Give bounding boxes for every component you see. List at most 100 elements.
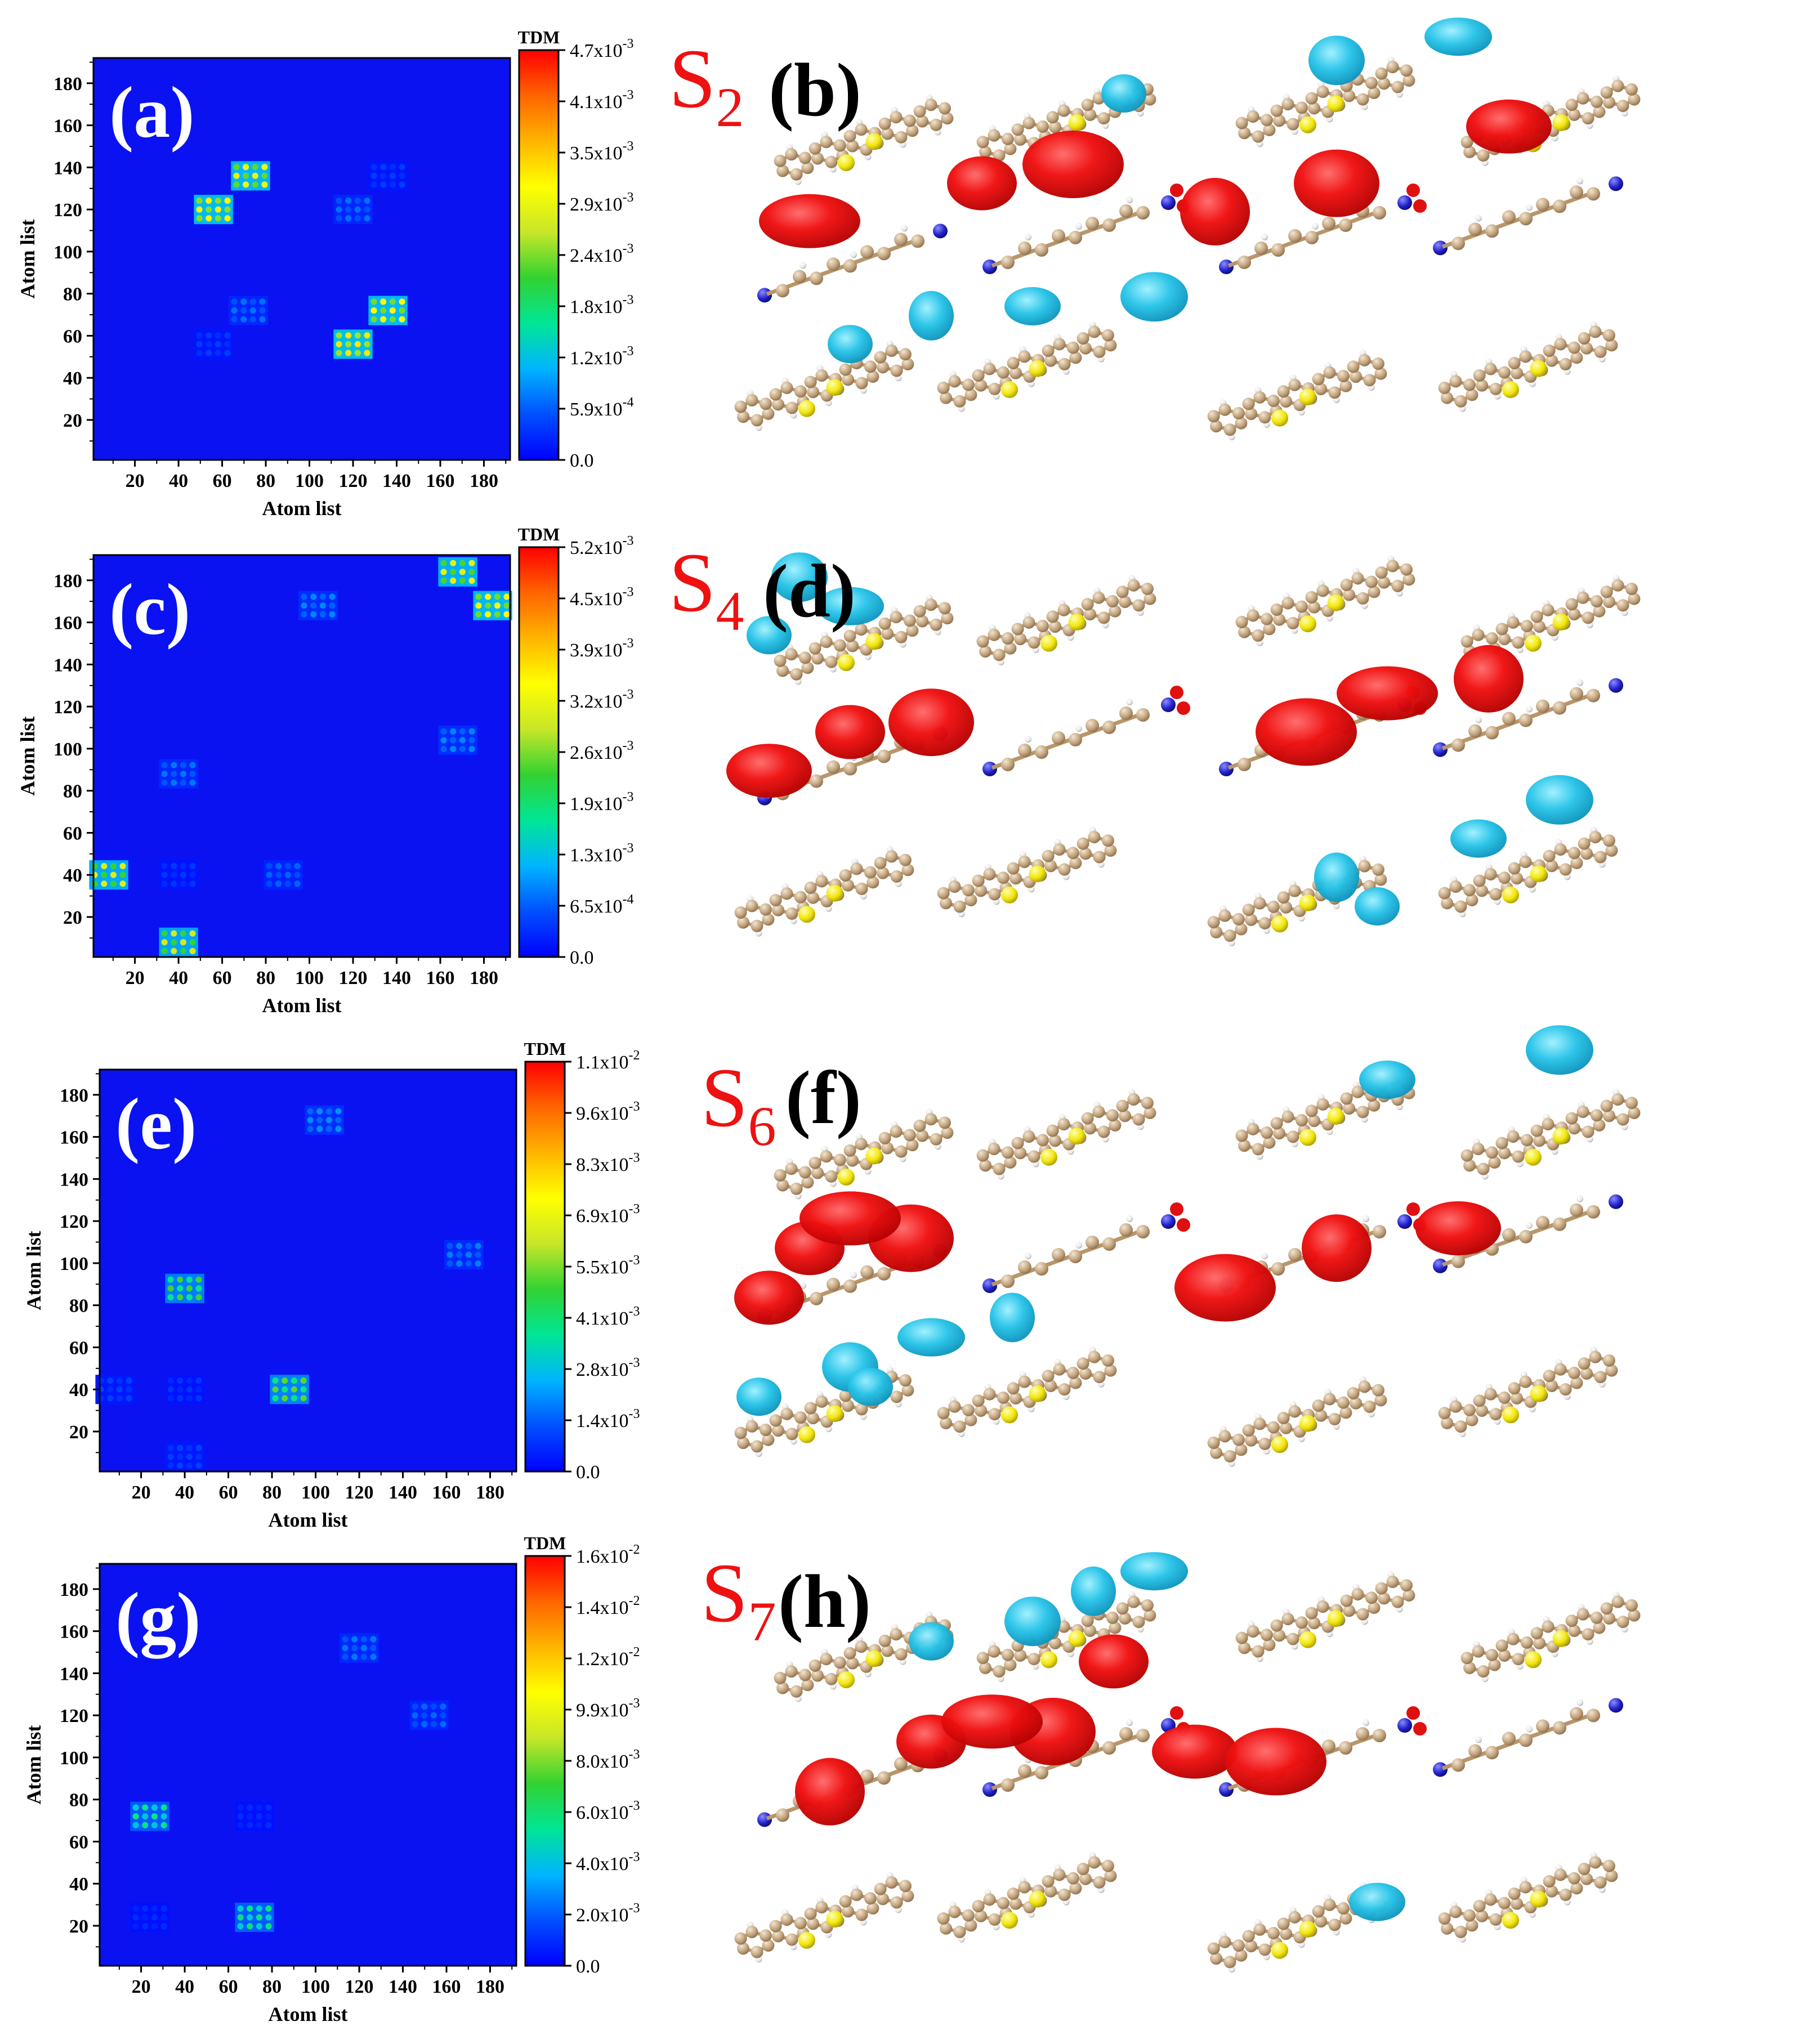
density-blob-cyan: [1359, 1061, 1415, 1099]
density-blob-cyan: [990, 1292, 1035, 1343]
x-tick-label: 160: [426, 968, 455, 989]
plot-frame: [99, 1563, 517, 1967]
density-blob-red: [1454, 645, 1524, 713]
x-tick-label: 80: [262, 1976, 282, 1997]
heatmap-background: [100, 1564, 516, 1966]
x-tick-label: 40: [169, 471, 188, 491]
y-tick-label: 80: [69, 1296, 88, 1317]
x-tick-label: 40: [169, 968, 188, 989]
density-blob-red: [799, 1191, 901, 1246]
density-blob-red: [759, 194, 860, 248]
colorbar-tick-label: 0.0: [576, 1462, 600, 1483]
heatmap-hotspot: [159, 759, 198, 789]
density-blob-red: [726, 744, 812, 798]
heatmap-background: [93, 555, 510, 957]
y-tick-label: 100: [53, 739, 82, 760]
colorbar-tick-label: 4.7x10-3: [570, 37, 634, 61]
colorbar-tick-label: 1.4x10-2: [576, 1594, 640, 1618]
colorbar-tick-label: 2.0x10-3: [576, 1901, 640, 1926]
colorbar-tick-label: 1.2x10-2: [576, 1645, 640, 1670]
density-blob-cyan: [1314, 852, 1359, 902]
heatmap-background: [93, 58, 510, 460]
density-blob-cyan: [897, 1318, 965, 1357]
density-blob-cyan: [816, 587, 884, 625]
colorbar-tick-label: 1.8x10-3: [570, 293, 634, 317]
colorbar-tick-label: 4.0x10-3: [576, 1850, 640, 1875]
heatmap-panels: 20 40 60 80 100 120 140 160 180 20 40 60 80 100 120 140…: [16, 27, 640, 2025]
panel-label: (c): [109, 569, 190, 650]
x-tick-label: 40: [175, 1482, 194, 1503]
x-tick-label: 60: [219, 1976, 238, 1997]
density-blob-red: [815, 705, 885, 759]
colorbar-title: TDM: [518, 524, 560, 544]
plot-frame: [92, 554, 511, 958]
colorbar-gradient: [518, 546, 560, 958]
state-label: S7: [701, 1546, 776, 1653]
y-tick-label: 40: [63, 368, 82, 389]
heatmap-hotspot: [444, 1240, 484, 1269]
colorbar-tick-label: 1.6x10-2: [576, 1542, 640, 1567]
y-tick-label: 80: [63, 284, 82, 305]
molecule-panel: [726, 552, 1641, 946]
heatmap-hotspot: [270, 1375, 309, 1405]
heatmap-hotspot: [165, 1273, 204, 1303]
colorbar-tick-label: 1.4x10-3: [576, 1407, 640, 1432]
x-tick-label: 100: [301, 1482, 330, 1503]
colorbar-tick-label: 9.6x10-3: [576, 1099, 640, 1124]
colorbar-tick-label: 6.5x10-4: [570, 892, 634, 917]
colorbar-tick-label: 5.5x10-3: [576, 1253, 640, 1278]
density-blob-cyan: [848, 1367, 893, 1406]
density-blob-red: [1415, 1201, 1501, 1255]
y-tick-label: 120: [60, 1211, 88, 1232]
y-axis-label: Atom list: [16, 717, 39, 796]
x-tick-label: 160: [432, 1482, 461, 1503]
y-tick-label: 180: [60, 1580, 88, 1600]
heatmap-hotspot: [235, 1801, 274, 1831]
y-tick-label: 40: [63, 865, 82, 886]
heatmap-hotspot: [165, 1442, 204, 1471]
density-blob-red: [1152, 1724, 1238, 1779]
density-blob-cyan: [736, 1377, 781, 1416]
y-tick-label: 160: [60, 1128, 88, 1148]
panel-label: (g): [115, 1578, 201, 1659]
y-tick-label: 20: [69, 1916, 88, 1937]
colorbar-tick-label: 9.9x10-3: [576, 1696, 640, 1721]
x-tick-label: 20: [132, 1482, 151, 1503]
colorbar: TDM 1.6x10-2 1.4x10-2 1.2x10-2 9.9x10-3 8.0x1…: [524, 1533, 640, 1977]
heatmap-hotspot: [333, 195, 373, 225]
molecule-panel: [734, 1025, 1641, 1467]
x-tick-label: 100: [295, 968, 324, 989]
y-tick-label: 80: [69, 1790, 88, 1811]
density-blob-red: [1180, 178, 1250, 245]
colorbar-tick-label: 3.2x10-3: [570, 687, 634, 712]
x-tick-label: 180: [476, 1482, 504, 1503]
colorbar-tick-label: 1.9x10-3: [570, 790, 634, 815]
heatmap-hotspot: [333, 329, 373, 359]
colorbar-title: TDM: [524, 1039, 566, 1059]
x-axis-label: Atom list: [269, 1509, 348, 1531]
y-axis-label: Atom list: [23, 1231, 45, 1311]
y-tick-label: 60: [63, 326, 82, 347]
molecule-panel: [734, 17, 1641, 441]
density-blob-cyan: [771, 552, 828, 602]
density-blob-red: [888, 688, 974, 757]
x-tick-label: 140: [388, 1482, 417, 1503]
y-tick-label: 60: [69, 1832, 88, 1853]
x-tick-label: 120: [345, 1976, 374, 1997]
density-blob-cyan: [1004, 1596, 1061, 1647]
colorbar: TDM 5.2x10-3 4.5x10-3 3.9x10-3 3.2x10-3 2.6x1…: [518, 524, 634, 968]
heatmap-panel: 20 40 60 80 100 120 140 160 180 20 40 60 80 100 120 140…: [23, 1533, 640, 2025]
molecule-panel-label: (h): [778, 1560, 871, 1644]
y-tick-label: 160: [60, 1622, 88, 1643]
heatmap-hotspot: [159, 860, 198, 890]
y-tick-label: 20: [69, 1422, 88, 1443]
x-tick-label: 80: [256, 471, 275, 491]
heatmap-hotspot: [194, 195, 233, 225]
y-tick-label: 60: [63, 823, 82, 844]
colorbar-tick-label: 8.0x10-3: [576, 1747, 640, 1772]
y-axis-label: Atom list: [23, 1725, 45, 1805]
density-blob-red: [1466, 99, 1552, 154]
x-tick-label: 80: [256, 968, 275, 989]
heatmap-hotspot: [194, 329, 233, 359]
